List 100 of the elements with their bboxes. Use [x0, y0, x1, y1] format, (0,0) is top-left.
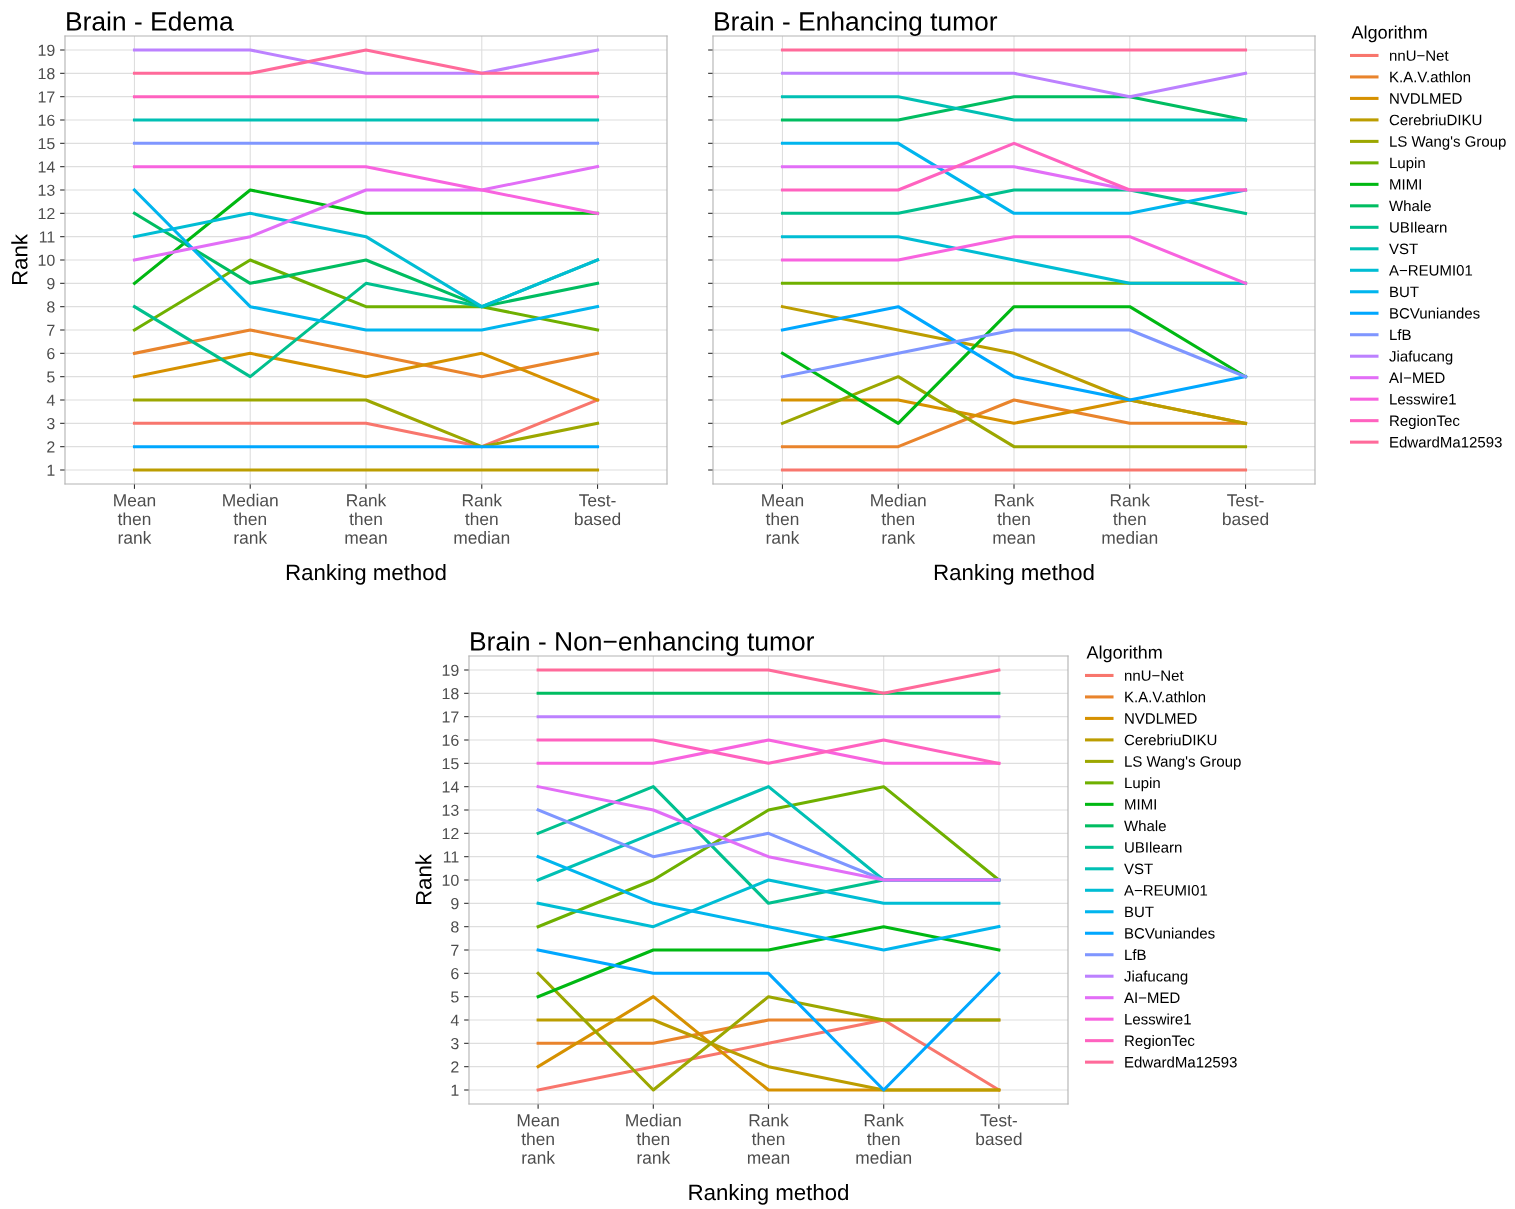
y-tick-label: 7	[451, 944, 459, 956]
y-tick-label: 10	[38, 254, 55, 266]
legend-label: MIMI	[1390, 179, 1421, 190]
y-tick-label: 12	[442, 827, 459, 840]
legend-label: BUT	[1125, 906, 1154, 918]
line-series	[132, 165, 600, 262]
x-tick-label: Test- based	[976, 1114, 1022, 1146]
y-tick-label: 6	[47, 347, 55, 360]
legend-label: VST	[1124, 863, 1153, 875]
y-tick-label: 13	[38, 184, 55, 196]
chart-title: Brain - Enhancing tumor	[715, 11, 998, 36]
legend-label: CerebriuDIKU	[1124, 734, 1217, 746]
legend-label: Lupin	[1390, 157, 1425, 172]
y-tick-label: 11	[39, 231, 55, 243]
x-axis-title: Ranking method	[689, 1183, 848, 1205]
y-tick-label: 15	[38, 138, 55, 150]
y-tick-label: 8	[451, 921, 459, 933]
y-tick-label: 3	[47, 417, 55, 430]
line-series	[536, 855, 1001, 952]
x-tick-label: Mean then rank	[114, 494, 156, 544]
y-tick-label: 1	[47, 464, 55, 476]
y-tick-label: 18	[38, 67, 55, 80]
legend-label: K.A.V.athlon	[1390, 71, 1471, 83]
y-tick-label: 12	[38, 207, 55, 220]
legend-label: Lesswire1	[1390, 393, 1456, 405]
y-tick-label: 10	[442, 874, 459, 886]
y-axis-title: Rank	[11, 234, 28, 285]
legend-label: LfB	[1390, 329, 1411, 340]
y-tick-label: 2	[47, 441, 55, 453]
x-tick-label: Rank then mean	[747, 1113, 790, 1164]
x-tick-label: Mean then rank	[762, 494, 804, 544]
legend-label: nnU−Net	[1125, 670, 1184, 681]
y-tick-label: 16	[38, 114, 55, 126]
legend-label: Whale	[1389, 200, 1431, 212]
y-tick-label: 14	[38, 161, 55, 173]
chart-title: Brain - Non−enhancing tumor	[471, 631, 815, 656]
y-tick-label: 14	[442, 781, 459, 793]
legend-label: AI−MED	[1389, 372, 1445, 383]
x-tick-label: Test- based	[1223, 494, 1269, 526]
legend-label: BCVuniandes	[1390, 307, 1480, 319]
y-tick-label: 6	[451, 967, 459, 980]
y-tick-label: 19	[38, 44, 55, 56]
line-series	[132, 211, 600, 309]
legend-label: MIMI	[1125, 799, 1156, 810]
line-series	[536, 971, 1001, 1092]
x-tick-label: Rank then mean	[345, 493, 387, 544]
y-tick-label: 18	[442, 687, 459, 700]
y-tick-label: 19	[442, 664, 459, 676]
x-tick-label: Rank then median	[856, 1113, 912, 1164]
x-tick-label: Median then rank	[223, 493, 278, 544]
x-tick-label: Rank then median	[1102, 493, 1158, 544]
legend-label: K.A.V.athlon	[1125, 691, 1206, 703]
y-tick-label: 5	[451, 991, 459, 1003]
legend-label: NVDLMED	[1390, 93, 1462, 104]
legend-label: UBIlearn	[1390, 221, 1447, 233]
x-tick-label: Median then rank	[871, 493, 926, 544]
x-axis-title: Ranking method	[286, 563, 446, 585]
y-tick-label: 2	[451, 1061, 459, 1073]
y-tick-label: 9	[47, 277, 55, 290]
legend-label: EdwardMa12593	[1125, 1056, 1237, 1068]
legend-label: VST	[1389, 243, 1418, 255]
legend-label: nnU−Net	[1390, 50, 1449, 61]
x-tick-label: Test- based	[575, 494, 621, 526]
legend-label: Jiafucang	[1124, 970, 1188, 985]
y-tick-label: 1	[451, 1084, 459, 1096]
x-tick-label: Mean then rank	[517, 1114, 559, 1164]
y-tick-label: 15	[442, 758, 459, 770]
line-series	[536, 785, 1001, 929]
legend-label: RegionTec	[1390, 415, 1460, 430]
y-axis-title: Rank	[415, 854, 432, 905]
y-tick-label: 7	[47, 324, 55, 336]
y-tick-label: 8	[47, 301, 55, 313]
legend-label: LS Wang's Group	[1125, 756, 1241, 770]
legend-label: LfB	[1125, 949, 1146, 960]
x-axis-title: Ranking method	[934, 563, 1094, 585]
y-tick-label: 4	[46, 394, 55, 406]
y-tick-label: 3	[451, 1037, 459, 1050]
y-tick-label: 16	[442, 734, 459, 746]
y-tick-label: 5	[47, 371, 55, 383]
legend-label: CerebriuDIKU	[1389, 114, 1482, 126]
y-tick-label: 9	[451, 897, 459, 910]
line-series	[536, 1018, 1001, 1092]
legend-label: UBIlearn	[1125, 841, 1182, 853]
x-tick-label: Rank then median	[454, 493, 510, 544]
legend-label: RegionTec	[1125, 1035, 1195, 1050]
legend-title: Algorithm	[1351, 25, 1427, 43]
y-tick-label: 17	[442, 711, 459, 723]
y-tick-label: 4	[450, 1014, 459, 1026]
x-tick-label: Rank then mean	[993, 493, 1035, 544]
y-tick-label: 17	[38, 91, 55, 103]
legend-label: Lupin	[1125, 777, 1160, 792]
y-tick-label: 11	[443, 851, 459, 863]
legend-label: BUT	[1390, 286, 1419, 298]
chart-title: Brain - Edema	[67, 11, 234, 31]
legend-label: NVDLMED	[1125, 713, 1197, 724]
legend-label: Jiafucang	[1389, 350, 1453, 365]
legend-label: LS Wang's Group	[1390, 136, 1506, 150]
legend-label: BCVuniandes	[1125, 927, 1215, 939]
legend-label: A−REUMI01	[1389, 265, 1473, 276]
y-tick-label: 13	[442, 804, 459, 816]
